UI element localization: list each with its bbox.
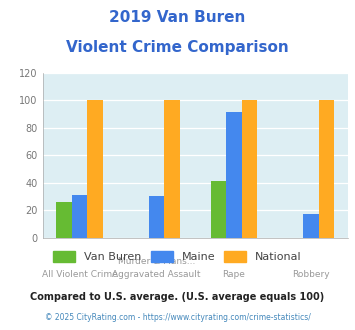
Text: Violent Crime Comparison: Violent Crime Comparison xyxy=(66,40,289,54)
Text: Robbery: Robbery xyxy=(292,270,330,279)
Text: Murder & Mans...: Murder & Mans... xyxy=(118,257,195,266)
Bar xyxy=(72,195,87,238)
Text: Compared to U.S. average. (U.S. average equals 100): Compared to U.S. average. (U.S. average … xyxy=(31,292,324,302)
Bar xyxy=(241,100,257,238)
Text: Aggravated Assault: Aggravated Assault xyxy=(113,270,201,279)
Bar xyxy=(56,202,72,238)
Bar xyxy=(149,196,164,238)
Legend: Van Buren, Maine, National: Van Buren, Maine, National xyxy=(49,247,306,267)
Bar xyxy=(226,113,241,238)
Text: 2019 Van Buren: 2019 Van Buren xyxy=(109,10,246,25)
Text: © 2025 CityRating.com - https://www.cityrating.com/crime-statistics/: © 2025 CityRating.com - https://www.city… xyxy=(45,314,310,322)
Bar xyxy=(318,100,334,238)
Bar xyxy=(303,214,318,238)
Bar xyxy=(164,100,180,238)
Text: All Violent Crime: All Violent Crime xyxy=(42,270,118,279)
Text: Rape: Rape xyxy=(222,270,245,279)
Bar xyxy=(211,181,226,238)
Bar xyxy=(87,100,103,238)
